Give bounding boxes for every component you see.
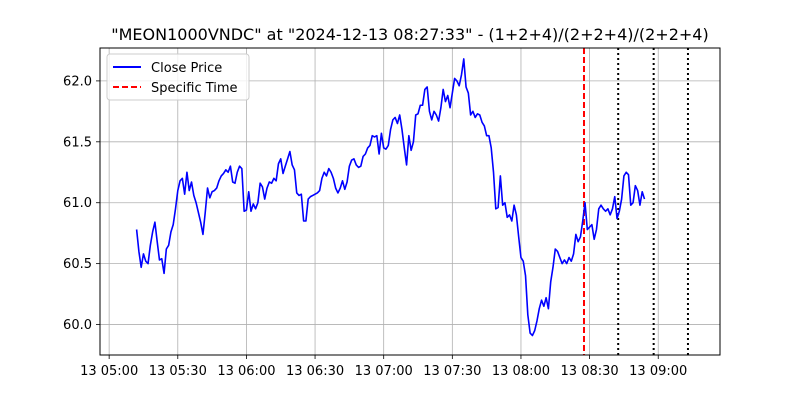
y-tick-label: 60.0 xyxy=(63,318,92,333)
legend-label-specific-time: Specific Time xyxy=(151,81,238,96)
y-tick-label: 61.5 xyxy=(63,135,92,150)
x-tick-label: 13 08:30 xyxy=(561,364,619,379)
x-tick-label: 13 07:00 xyxy=(355,364,413,379)
y-tick-label: 62.0 xyxy=(63,74,92,89)
y-tick-label: 61.0 xyxy=(63,196,92,211)
axis-ticks: 13 05:00 13 05:30 13 06:00 13 06:30 13 07:00… xyxy=(63,74,687,379)
legend-label-close-price: Close Price xyxy=(151,61,222,76)
x-tick-label: 13 06:30 xyxy=(286,364,344,379)
series-layer xyxy=(135,58,646,337)
chart-title: "MEON1000VNDC" at "2024-12-13 08:27:33" … xyxy=(111,25,708,44)
x-tick-label: 13 05:00 xyxy=(80,364,138,379)
legend-box xyxy=(106,53,250,101)
x-tick-label: 13 09:00 xyxy=(629,364,687,379)
legend: Close Price Specific Time xyxy=(106,53,250,101)
x-tick-label: 13 06:00 xyxy=(217,364,275,379)
plot-frame xyxy=(99,47,721,356)
x-tick-label: 13 08:00 xyxy=(492,364,550,379)
x-tick-label: 13 07:30 xyxy=(423,364,481,379)
vertical-markers xyxy=(582,48,689,355)
y-tick-label: 60.5 xyxy=(63,257,92,272)
x-tick-label: 13 05:30 xyxy=(149,364,207,379)
close-price-line xyxy=(135,58,646,337)
